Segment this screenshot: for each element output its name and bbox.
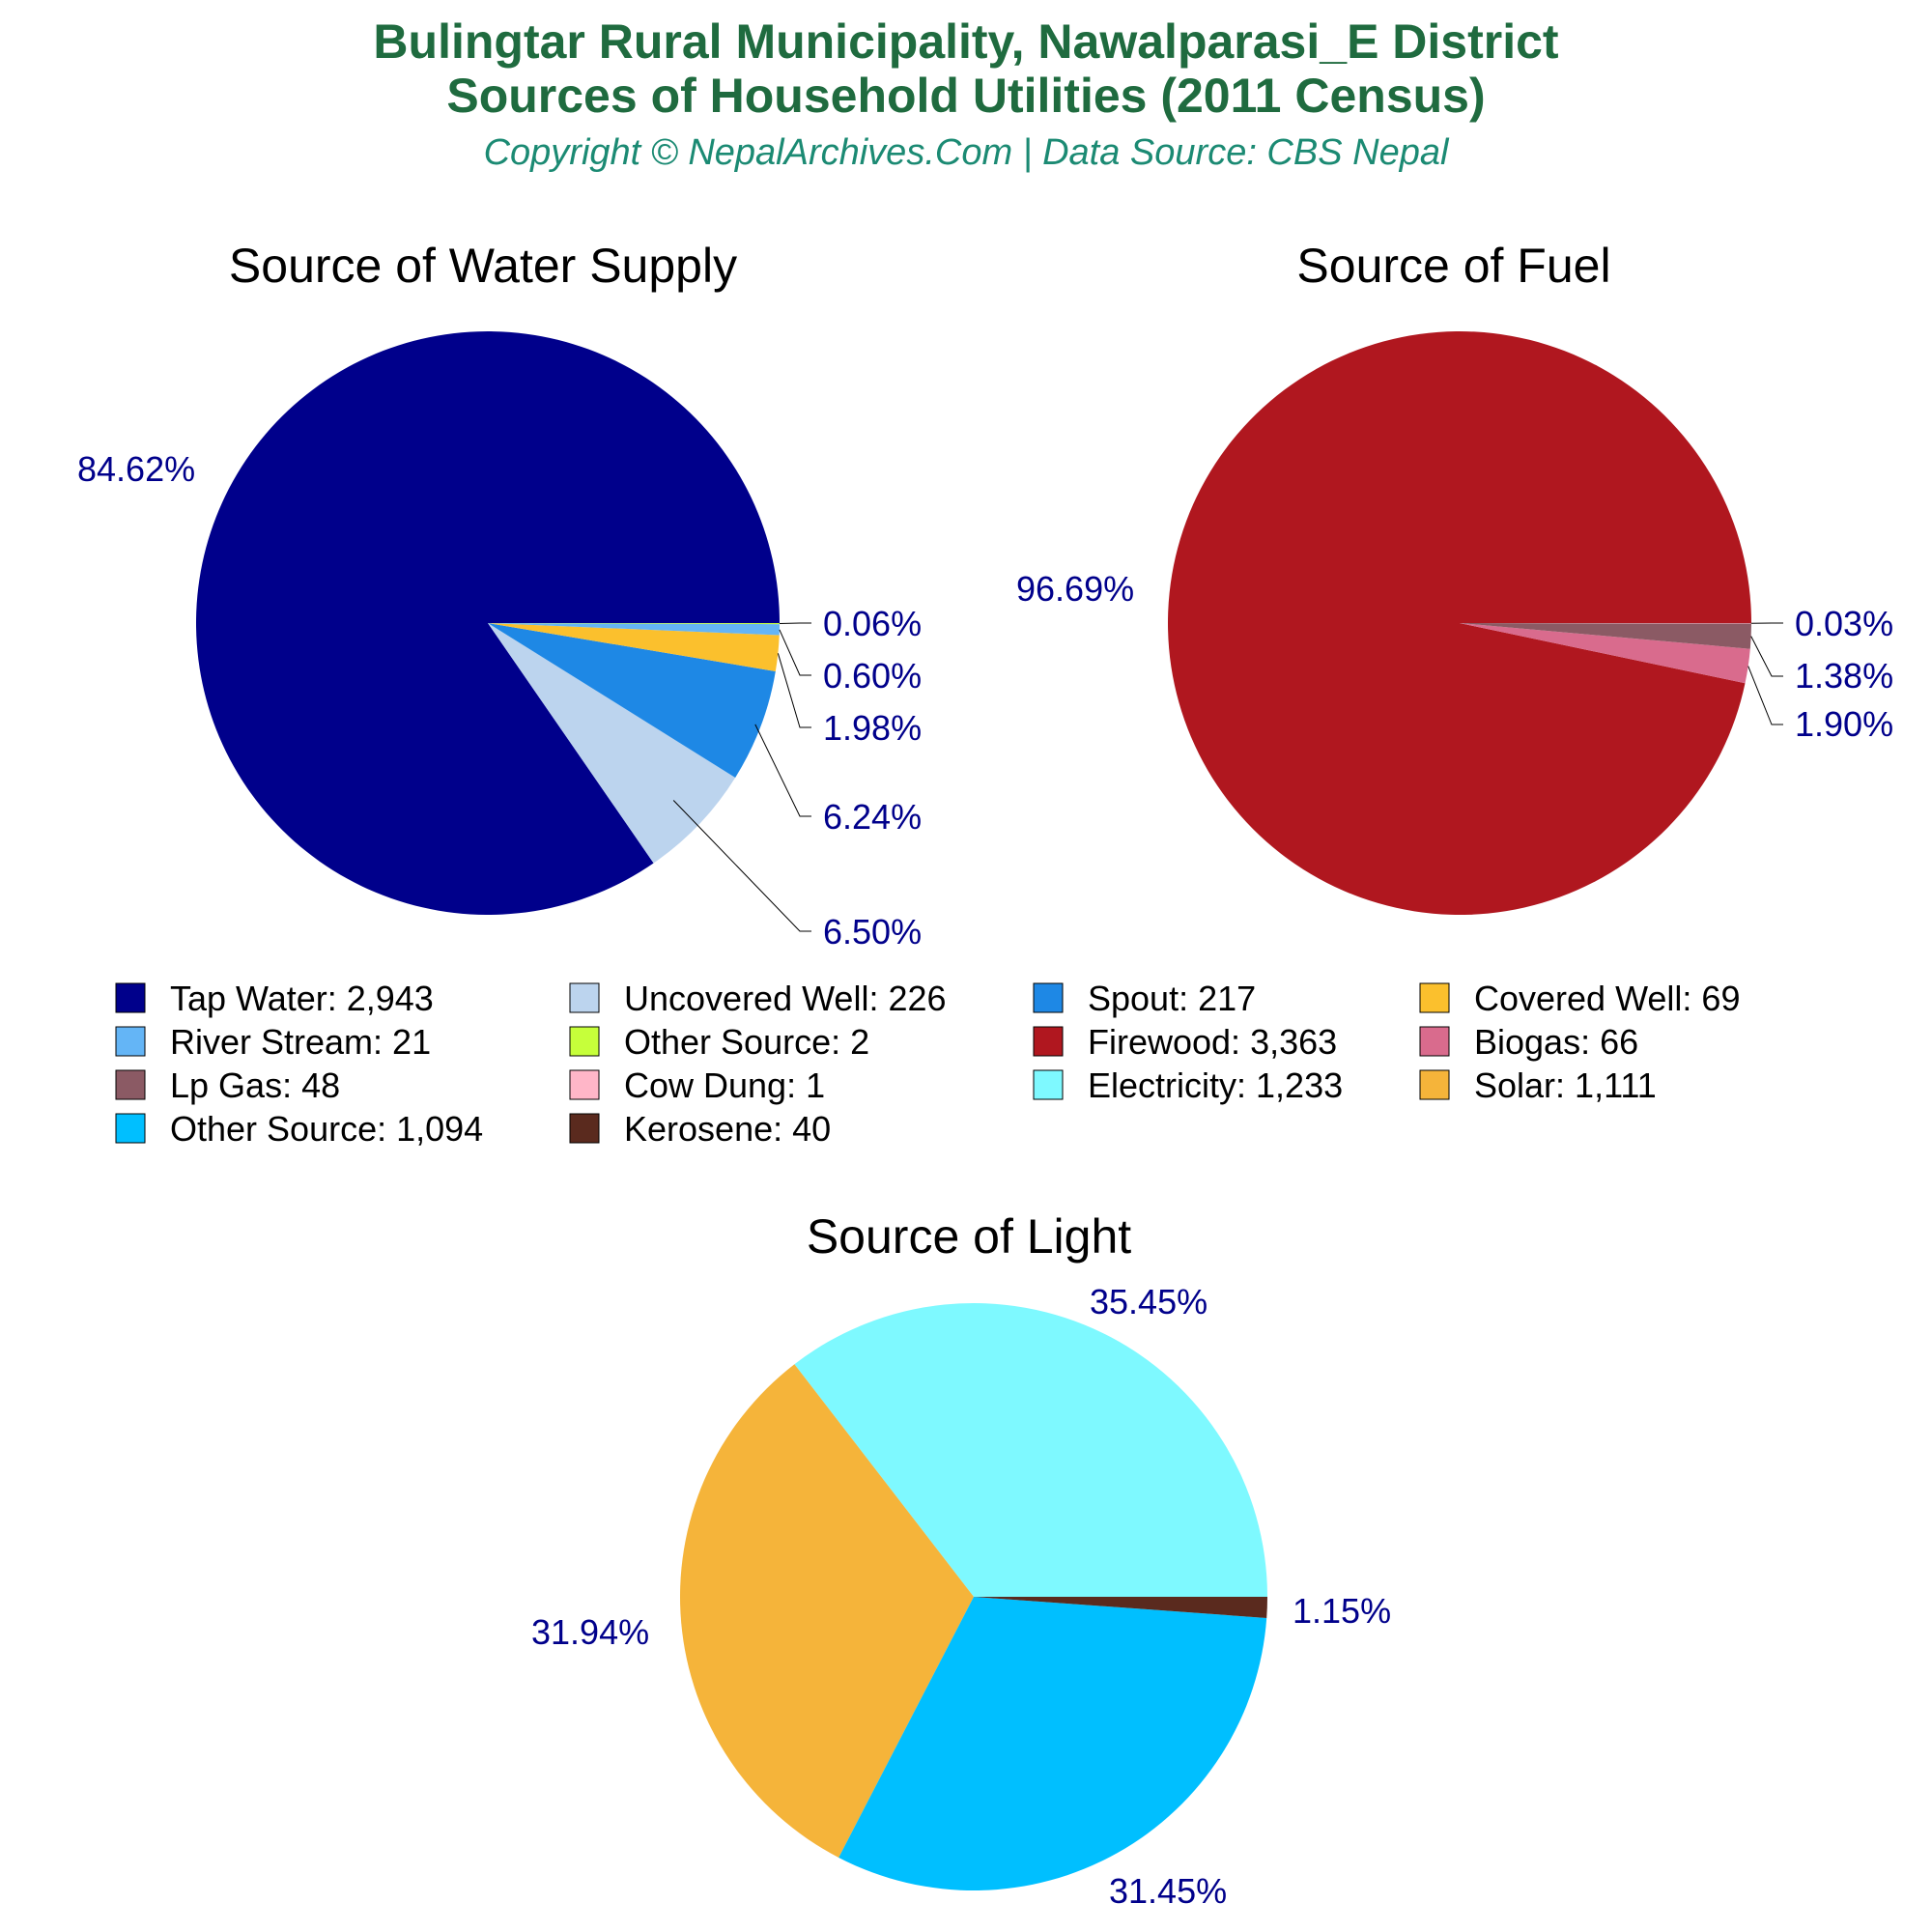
fuel-pie: 96.69% 1.90% 1.38% 0.03% [1016, 331, 1893, 916]
legend-item: Biogas: 66 [1419, 1022, 1638, 1062]
legend-label: Spout: 217 [1088, 979, 1256, 1018]
pct-label-covered-well: 1.98% [823, 708, 922, 748]
slice-cow-dung [1460, 623, 1752, 624]
light-chart-title: Source of Light [807, 1209, 1131, 1264]
pct-label-other-source: 0.06% [823, 604, 922, 643]
legend-item: Other Source: 1,094 [115, 1109, 483, 1149]
slice-other-source [488, 623, 781, 625]
legend-item: Cow Dung: 1 [569, 1065, 825, 1105]
slice-firewood [1168, 331, 1751, 916]
legend-item: Kerosene: 40 [569, 1109, 831, 1149]
pct-label-uncovered-well: 6.50% [823, 912, 922, 952]
legend-swatch [1419, 982, 1450, 1013]
pct-label-biogas: 1.90% [1795, 704, 1893, 744]
legend-swatch [115, 1069, 146, 1100]
leader-line [1750, 636, 1783, 677]
legend-label: Cow Dung: 1 [624, 1065, 825, 1105]
legend-swatch [569, 1026, 600, 1057]
pct-label-solar: 31.94% [531, 1612, 649, 1652]
slice-uncovered-well [488, 623, 736, 864]
pct-label-river-stream: 0.60% [823, 656, 922, 696]
main-title-line1: Bulingtar Rural Municipality, Nawalparas… [373, 14, 1558, 69]
leader-line [672, 800, 811, 932]
legend-swatch [115, 982, 146, 1013]
legend-swatch [115, 1026, 146, 1057]
light-pie: 35.45% 31.94% 31.45% 1.15% [531, 1282, 1391, 1911]
legend-item: Solar: 1,111 [1419, 1065, 1657, 1105]
legend-swatch [569, 1069, 600, 1100]
slice-spout [488, 623, 776, 778]
pct-label-spout: 6.24% [823, 797, 922, 837]
legend-item: Firewood: 3,363 [1033, 1022, 1337, 1062]
slice-biogas [1460, 623, 1750, 684]
legend-swatch [1033, 982, 1064, 1013]
pct-label-other-source: 31.45% [1109, 1871, 1227, 1911]
slice-river-stream [488, 623, 780, 636]
pct-label-lp-gas: 1.38% [1795, 656, 1893, 696]
pct-label-tap-water: 84.62% [77, 449, 195, 489]
legend-item: Covered Well: 69 [1419, 979, 1740, 1018]
pct-label-kerosene: 1.15% [1293, 1591, 1391, 1631]
legend-item: Uncovered Well: 226 [569, 979, 947, 1018]
legend-swatch [1419, 1026, 1450, 1057]
legend-item: Tap Water: 2,943 [115, 979, 434, 1018]
main-title-line2: Sources of Household Utilities (2011 Cen… [446, 69, 1485, 123]
legend-label: Lp Gas: 48 [170, 1065, 340, 1105]
legend: Tap Water: 2,943 Uncovered Well: 226 Spout… [115, 979, 1740, 1149]
legend-swatch [1419, 1069, 1450, 1100]
pct-label-firewood: 96.69% [1016, 569, 1134, 609]
slice-covered-well [488, 623, 780, 671]
legend-swatch [569, 1113, 600, 1144]
copyright-subtitle: Copyright © NepalArchives.Com | Data Sou… [484, 132, 1450, 173]
legend-swatch [1033, 1026, 1064, 1057]
legend-swatch [115, 1113, 146, 1144]
legend-item: Lp Gas: 48 [115, 1065, 340, 1105]
legend-label: Uncovered Well: 226 [624, 979, 947, 1018]
legend-item: Electricity: 1,233 [1033, 1065, 1343, 1105]
pct-label-electricity: 35.45% [1090, 1282, 1208, 1321]
pct-label-cow-dung: 0.03% [1795, 604, 1893, 643]
legend-label: Other Source: 2 [624, 1022, 869, 1062]
legend-label: Solar: 1,111 [1474, 1065, 1657, 1105]
fuel-chart-title: Source of Fuel [1296, 239, 1610, 293]
slice-kerosene [974, 1597, 1267, 1618]
leader-line [777, 653, 811, 728]
legend-swatch [1033, 1069, 1064, 1100]
slice-lp-gas [1460, 623, 1751, 649]
slice-tap-water [196, 331, 780, 916]
legend-label: Biogas: 66 [1474, 1022, 1638, 1062]
legend-label: River Stream: 21 [170, 1022, 431, 1062]
legend-label: Kerosene: 40 [624, 1109, 831, 1149]
legend-item: Spout: 217 [1033, 979, 1256, 1018]
leader-line [779, 629, 811, 676]
legend-label: Firewood: 3,363 [1088, 1022, 1337, 1062]
leader-line [779, 622, 811, 624]
water-supply-pie: 84.62% 6.50% 6.24% 1.98% 0.60% 0.06% [77, 331, 922, 952]
leader-line [754, 724, 811, 817]
legend-label: Covered Well: 69 [1474, 979, 1740, 1018]
legend-item: River Stream: 21 [115, 1022, 431, 1062]
legend-swatch [569, 982, 600, 1013]
slice-other-source [838, 1597, 1267, 1891]
legend-label: Tap Water: 2,943 [170, 979, 434, 1018]
legend-item: Other Source: 2 [569, 1022, 869, 1062]
legend-label: Other Source: 1,094 [170, 1109, 483, 1149]
slice-solar [680, 1364, 974, 1858]
legend-label: Electricity: 1,233 [1088, 1065, 1343, 1105]
water-supply-chart-title: Source of Water Supply [229, 239, 737, 293]
leader-line [1747, 666, 1783, 725]
slice-electricity [794, 1303, 1267, 1597]
